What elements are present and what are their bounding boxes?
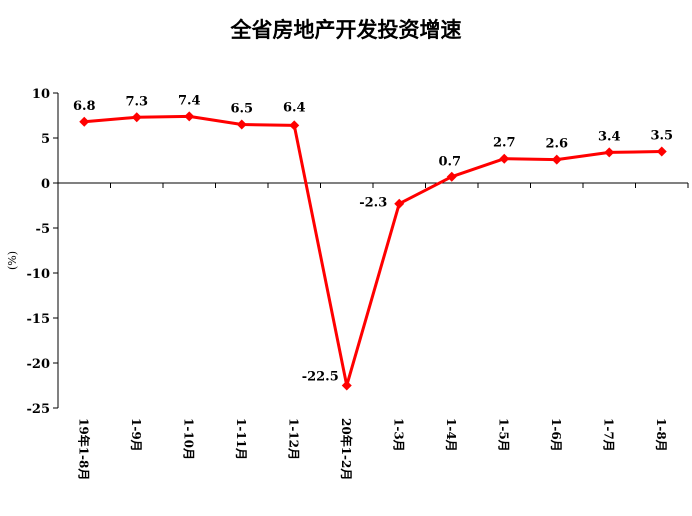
data-point xyxy=(656,146,667,157)
data-point xyxy=(79,116,90,127)
y-tick-label: -10 xyxy=(27,267,51,282)
y-tick-label: -25 xyxy=(27,402,51,417)
data-point xyxy=(604,147,615,158)
chart-title: 全省房地产开发投资增速 xyxy=(230,17,462,42)
data-point xyxy=(551,154,562,165)
data-label: 2.7 xyxy=(493,136,516,151)
series-line xyxy=(84,114,662,387)
data-label: -2.3 xyxy=(359,196,387,211)
data-point xyxy=(289,120,300,131)
data-point xyxy=(131,112,142,123)
data-label: 2.6 xyxy=(545,137,568,152)
x-tick-label: 1-10月 xyxy=(181,418,195,460)
x-tick-label: 1-6月 xyxy=(549,418,563,452)
y-tick-label: 5 xyxy=(41,132,50,147)
x-tick-label: 1-7月 xyxy=(601,418,615,452)
x-tick-label: 1-3月 xyxy=(391,418,405,452)
data-point xyxy=(446,171,457,182)
data-label: 3.4 xyxy=(598,129,621,144)
data-label: 6.8 xyxy=(73,99,96,114)
y-tick-label: -20 xyxy=(27,357,51,372)
y-tick-label: 10 xyxy=(32,87,50,102)
x-tick-label: 1-4月 xyxy=(444,418,458,452)
data-label: 0.7 xyxy=(438,155,461,170)
data-label: 3.5 xyxy=(650,129,673,144)
y-tick-label: -15 xyxy=(27,312,51,327)
data-label: 6.5 xyxy=(230,102,253,117)
x-tick-label: 20年1-2月 xyxy=(339,418,354,480)
x-tick-label: 1-11月 xyxy=(234,418,248,460)
data-point xyxy=(184,111,195,122)
data-point xyxy=(341,380,352,391)
data-label: -22.5 xyxy=(302,370,339,385)
data-label: 6.4 xyxy=(283,100,306,115)
x-tick-label: 1-12月 xyxy=(286,418,300,460)
data-label: 7.3 xyxy=(125,94,148,109)
x-tick-label: 1-8月 xyxy=(654,418,668,452)
x-tick-label: 1-9月 xyxy=(129,418,143,452)
data-point xyxy=(236,119,247,130)
data-point xyxy=(394,198,405,209)
y-tick-label: -5 xyxy=(36,222,50,237)
data-point xyxy=(499,153,510,164)
x-tick-label: 19年1-8月 xyxy=(76,418,91,480)
x-tick-label: 1-5月 xyxy=(496,418,510,452)
y-axis-label: (%) xyxy=(6,251,19,270)
data-label: 7.4 xyxy=(178,93,201,108)
y-tick-label: 0 xyxy=(41,177,50,192)
